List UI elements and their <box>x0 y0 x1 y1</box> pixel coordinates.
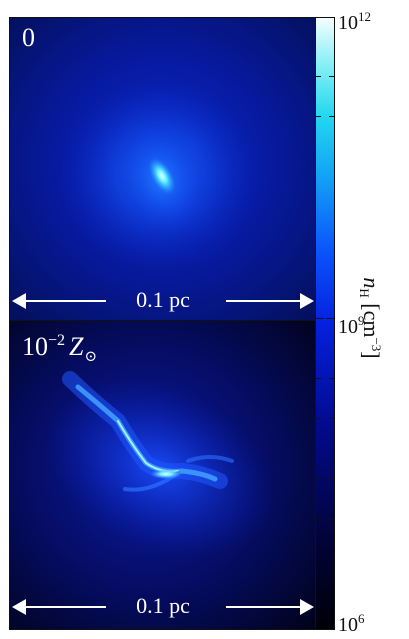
panel-label-top: 0 <box>22 23 35 52</box>
colorbar-tick-label-min: 106 <box>338 611 365 636</box>
top-density-panel: 0 0.1 pc <box>9 17 317 321</box>
arrow-left-icon <box>12 293 26 309</box>
sun-symbol-icon: ⊙ <box>84 349 98 366</box>
colorbar-tick-label-max: 1012 <box>338 9 371 34</box>
scale-bar-top: 0.1 pc <box>10 285 316 315</box>
density-map-top <box>10 18 316 320</box>
scale-label-top: 0.1 pc <box>136 287 190 312</box>
colorbar-major-tick <box>316 318 324 319</box>
scale-bar-bottom: 0.1 pc <box>10 591 316 621</box>
arrow-right-icon <box>300 599 314 615</box>
arrow-right-icon <box>300 293 314 309</box>
colorbar-title: nH [cm−3] <box>357 277 384 359</box>
bottom-density-panel: 10−2 Z⊙ 0.1 pc <box>9 320 317 630</box>
colorbar-tick-label-mid: 109 <box>338 313 365 338</box>
colorbar <box>315 17 335 630</box>
scale-label-bottom: 0.1 pc <box>136 593 190 618</box>
panel-label-bottom: 10−2 Z⊙ <box>22 332 98 366</box>
density-map-bottom <box>10 321 316 629</box>
arrow-left-icon <box>12 599 26 615</box>
